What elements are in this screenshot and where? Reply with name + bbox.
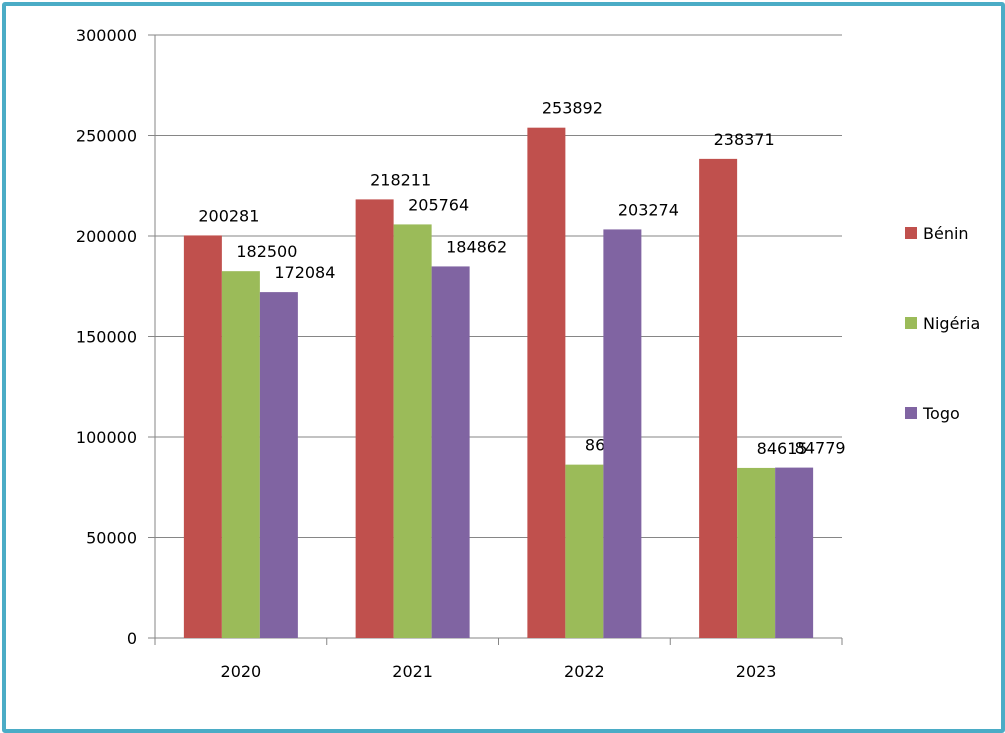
bar-togo [259,292,298,638]
bar-nigéria [393,224,432,638]
y-tick-label: 50000 [86,529,137,548]
x-tick-label: 2023 [736,662,777,681]
legend-swatch [905,407,917,419]
legend-label: Togo [922,404,960,423]
data-label: 218211 [370,170,431,189]
data-label: 84779 [795,439,846,458]
bar-bénin [183,235,222,639]
y-tick-label: 100000 [76,428,137,447]
bar-bénin [699,158,738,639]
data-label: 200281 [198,206,259,225]
data-label: 203274 [618,200,679,219]
x-tick-label: 2022 [564,662,605,681]
data-label: 182500 [236,242,297,261]
bar-nigéria [737,467,776,638]
bar-togo [431,266,470,638]
bar-bénin [527,127,566,639]
y-tick-label: 250000 [76,127,137,146]
x-tick-label: 2020 [221,662,262,681]
bar-bénin [355,199,394,639]
data-label: 238371 [714,130,775,149]
data-label: 84615 [757,439,808,458]
bar-nigéria [221,271,260,638]
x-tick-label: 2021 [392,662,433,681]
y-tick-label: 300000 [76,26,137,45]
legend-swatch [905,317,917,329]
y-tick-label: 200000 [76,227,137,246]
data-label: 205764 [408,195,469,214]
y-tick-label: 0 [127,629,137,648]
bar-nigéria [565,464,604,638]
bar-togo [775,467,814,638]
bar-togo [603,229,642,639]
y-tick-label: 150000 [76,328,137,347]
legend-label: Nigéria [923,314,980,333]
legend-label: Bénin [923,224,969,243]
data-label: 172084 [274,263,335,282]
legend-swatch [905,227,917,239]
data-label: 253892 [542,99,603,118]
data-label: 184862 [446,237,507,256]
